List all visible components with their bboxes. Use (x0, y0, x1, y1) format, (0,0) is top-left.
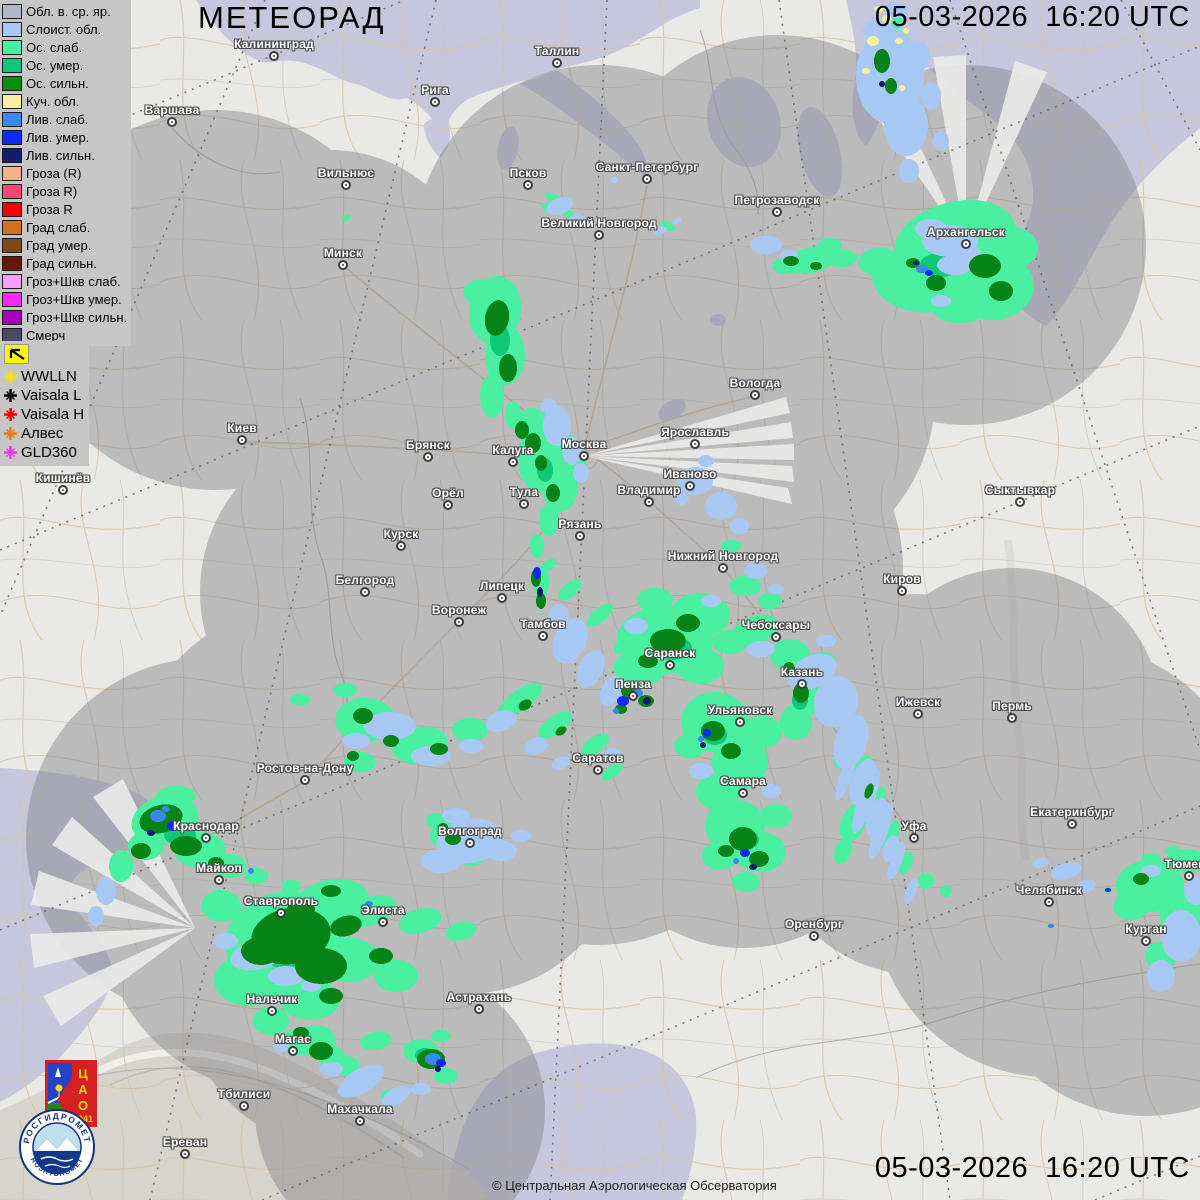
legend-label: Град сильн. (26, 255, 97, 271)
lightning-network-label: Vaisala L (21, 387, 82, 404)
echo-layer-shower-moderate (167, 270, 1111, 1067)
lightning-legend: WWLLN Vaisala L Vaisala H Алвес GLD360 (0, 341, 90, 466)
precipitation-legend: Обл. в. ср. яр. Слоист. обл. Ос. слаб. Ос. … (0, 0, 132, 346)
legend-color-swatch (2, 111, 22, 127)
legend-item: Град умер. (2, 236, 127, 254)
legend-item: Слоист. обл. (2, 20, 127, 38)
precipitation-echo-layer (88, 2, 1200, 1107)
legend-item: Град сильн. (2, 254, 127, 272)
lightning-strike-icon (4, 408, 17, 421)
page-title: МЕТЕОРАД (198, 0, 386, 35)
lightning-network-label: WWLLN (21, 368, 77, 385)
legend-label: Град умер. (26, 237, 92, 253)
legend-label: Обл. в. ср. яр. (26, 3, 111, 19)
legend-color-swatch (2, 39, 22, 55)
legend-label: Гроза R (26, 201, 73, 217)
lightning-network-item: WWLLN (3, 367, 84, 386)
legend-item: Смерч (2, 326, 127, 344)
lightning-strike-icon (4, 427, 17, 440)
timestamp-top: 05-03-2026 16:20 UTC (874, 1, 1190, 33)
legend-item: Ос. слаб. (2, 38, 127, 56)
legend-label: Ос. слаб. (26, 39, 83, 55)
legend-label: Гроза (R) (26, 165, 82, 181)
lightning-strike-icon (4, 370, 17, 383)
legend-item: Гроз+Шкв слаб. (2, 272, 127, 290)
legend-color-swatch (2, 129, 22, 145)
lightning-strike-icon (4, 446, 17, 459)
balloon-icon (55, 1084, 63, 1092)
lightning-network-label: Алвес (21, 425, 64, 442)
legend-item: Куч. обл. (2, 92, 127, 110)
legend-color-swatch (2, 3, 22, 19)
lightning-network-item: Vaisala H (3, 405, 84, 424)
legend-color-swatch (2, 291, 22, 307)
legend-label: Слоист. обл. (26, 21, 102, 37)
lightning-network-label: Vaisala H (21, 406, 85, 423)
legend-label: Куч. обл. (26, 93, 80, 109)
legend-color-swatch (2, 93, 22, 109)
rocket-icon (55, 1067, 61, 1077)
map-borders (59, 29, 1200, 1171)
legend-item: Ос. умер. (2, 56, 127, 74)
tornado-icon (4, 344, 29, 364)
legend-color-swatch (2, 21, 22, 37)
legend-item: Лив. слаб. (2, 110, 127, 128)
legend-color-swatch (2, 273, 22, 289)
legend-color-swatch (2, 75, 22, 91)
legend-color-swatch (2, 201, 22, 217)
cao-year: 1941 (73, 1114, 93, 1124)
legend-color-swatch (2, 165, 22, 181)
legend-item: Ос. сильн. (2, 74, 127, 92)
lightning-network-item: Vaisala L (3, 386, 84, 405)
legend-color-swatch (2, 255, 22, 271)
legend-label: Гроз+Шкв сильн. (26, 309, 128, 325)
legend-item: Гроз+Шкв сильн. (2, 308, 127, 326)
legend-label: Гроза R) (26, 183, 78, 199)
legend-item: Гроза (R) (2, 164, 127, 182)
legend-color-swatch (2, 183, 22, 199)
cao-letter: А (78, 1082, 88, 1097)
legend-label: Лив. умер. (26, 129, 90, 145)
echo-layer-rain-heavy (131, 49, 1149, 1069)
legend-color-swatch (2, 309, 22, 325)
lightning-strike-icon (4, 389, 17, 402)
legend-color-swatch (2, 237, 22, 253)
legend-item: Лив. сильн. (2, 146, 127, 164)
legend-label: Ос. сильн. (26, 75, 89, 91)
legend-item: Гроз+Шкв умер. (2, 290, 127, 308)
lightning-network-label: GLD360 (21, 444, 77, 461)
timestamp-bottom: 05-03-2026 16:20 UTC (874, 1152, 1190, 1184)
legend-color-swatch (2, 57, 22, 73)
echo-layer-shower-light (150, 265, 1054, 1065)
legend-label: Смерч (26, 327, 66, 343)
roshydromet-logo: РОСГИДРОМЕТ ROSHYDROMET (19, 1109, 95, 1185)
legend-label: Лив. сильн. (26, 147, 95, 163)
legend-item: Лив. умер. (2, 128, 127, 146)
legend-label: Гроз+Шкв умер. (26, 291, 122, 307)
lightning-network-item: GLD360 (3, 443, 84, 462)
attribution: © Центральная Аэрологическая Обсерватори… (492, 1178, 777, 1193)
echo-layer-shower-heavy (147, 81, 919, 1072)
lightning-network-item: Алвес (3, 424, 84, 443)
legend-label: Лив. слаб. (26, 111, 89, 127)
legend-label: Гроз+Шкв слаб. (26, 273, 121, 289)
legend-item: Обл. в. ср. яр. (2, 2, 127, 20)
cao-letter: Ц (78, 1066, 88, 1081)
legend-color-swatch (2, 219, 22, 235)
legend-item: Град слаб. (2, 218, 127, 236)
legend-label: Ос. умер. (26, 57, 84, 73)
cao-letter: О (78, 1098, 88, 1113)
legend-label: Град слаб. (26, 219, 91, 235)
legend-color-swatch (2, 147, 22, 163)
legend-item: Гроза R) (2, 182, 127, 200)
legend-item: Гроза R (2, 200, 127, 218)
echo-layer-cumulus-cloud (862, 6, 909, 91)
